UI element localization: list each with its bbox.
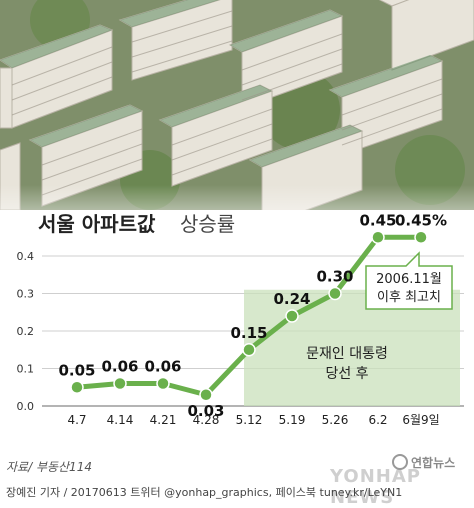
election-annotation-line1: 문재인 대통령 [306,346,388,362]
source-label: 자료/ 부동산114 [6,460,92,474]
line-chart: 서울 아파트값 상승률 0.0 0.1 0.2 0.3 0.4 0.05 0.06 0.06… [0,185,474,450]
callout-line1: 2006.11월 [376,272,442,287]
y-tick-label: 0.3 [17,288,35,301]
x-tick-label: 4.7 [67,413,86,427]
x-tick-label: 5.26 [322,413,349,427]
data-label: 0.45% [395,211,447,229]
data-label: 0.24 [273,290,310,308]
chart-title-sub: 상승률 [180,212,235,236]
credit-line: 장예진 기자 / 20170613 트위터 @yonhap_graphics, … [6,486,403,499]
y-tick-label: 0.1 [17,363,35,376]
x-tick-label: 5.12 [236,413,263,427]
data-point [113,376,127,391]
data-point [199,388,213,402]
data-label: 0.03 [187,402,224,420]
background-apartment-photo [0,0,474,210]
yonhap-logo-icon [392,454,408,470]
data-point [414,230,428,244]
x-tick-label: 4.28 [193,413,220,427]
data-point [242,343,256,357]
yonhap-logo-text: 연합뉴스 [411,456,456,470]
data-point [156,376,170,391]
y-axis-labels: 0.0 0.1 0.2 0.3 0.4 [17,250,35,413]
x-axis-labels: 4.7 4.14 4.21 4.28 5.12 5.19 5.26 6.2 6월9일 [67,413,439,427]
data-point [70,380,84,394]
apartment-photo-illustration [0,0,474,210]
callout-line2: 이후 최고치 [377,290,441,305]
data-label: 0.45 [359,211,396,229]
data-point [371,230,385,244]
y-tick-label: 0.2 [17,325,35,338]
data-labels: 0.05 0.06 0.06 0.03 0.15 0.24 0.30 0.450.45% [58,211,447,420]
x-tick-label: 4.21 [150,413,177,427]
chart-title-main: 서울 아파트값 [38,212,156,236]
data-label: 0.06 [144,358,181,376]
y-tick-label: 0.4 [17,250,35,263]
y-tick-label: 0.0 [17,400,35,413]
chart-panel: 서울 아파트값 상승률 0.0 0.1 0.2 0.3 0.4 0.05 0.06 0.06… [0,185,474,450]
data-label: 0.06 [101,358,138,376]
election-annotation-line2: 당선 후 [325,366,368,382]
data-label: 0.15 [230,324,267,342]
data-label: 0.30 [316,268,353,286]
yonhap-logo: 연합뉴스 [392,454,455,471]
callout-box [365,251,453,310]
x-tick-label: 5.19 [279,413,306,427]
data-label: 0.05 [58,361,95,379]
data-points [70,230,428,402]
data-point [328,286,342,301]
x-tick-label: 4.14 [107,413,134,427]
x-tick-label: 6.2 [368,413,387,427]
data-point [285,309,299,323]
x-tick-label: 6월9일 [402,413,439,427]
